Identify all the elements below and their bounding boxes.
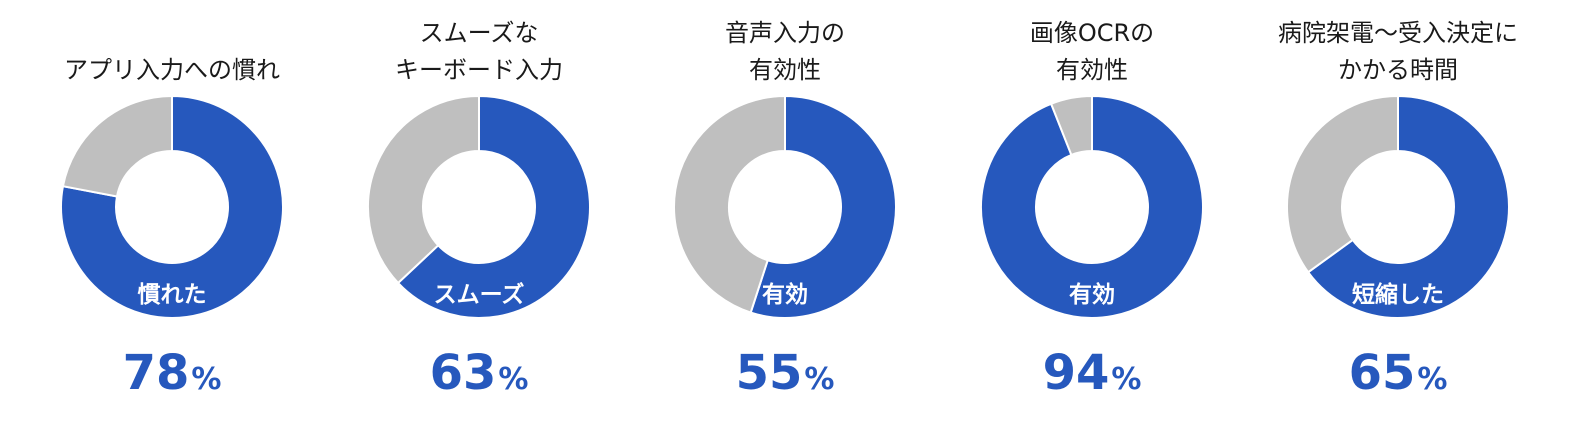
chart-title-line: 病院架電～受入決定に <box>1278 19 1518 47</box>
donut-slice-primary <box>980 94 1205 319</box>
percentage-number: 65 <box>1349 345 1416 401</box>
percentage-unit: % <box>191 362 221 397</box>
percentage-value: 65% <box>1349 345 1448 401</box>
chart-title-line: 音声入力の <box>725 19 845 47</box>
donut-slice-primary <box>396 94 591 319</box>
percentage-unit: % <box>804 362 834 397</box>
donut-slice-remainder <box>367 94 480 285</box>
percentage-unit: % <box>1111 362 1141 397</box>
chart-title-line: 有効性 <box>749 56 821 84</box>
donut-slice-primary <box>60 94 284 319</box>
percentage-unit: % <box>1417 362 1447 397</box>
slice-label: 有効 <box>762 281 808 308</box>
chart-title-line: キーボード入力 <box>395 56 563 84</box>
percentage-value: 94% <box>1043 345 1142 401</box>
percentage-value: 55% <box>736 345 835 401</box>
percentage-number: 55 <box>736 345 803 401</box>
percentage-number: 78 <box>123 345 190 401</box>
slice-label: 短縮した <box>1352 281 1444 308</box>
donut-slice-remainder <box>673 94 786 314</box>
slice-label: スムーズ <box>434 281 525 308</box>
donut-slice-remainder <box>1049 94 1093 157</box>
donut-slice-remainder <box>1286 94 1399 274</box>
percentage-unit: % <box>498 362 528 397</box>
chart-title-line: かかる時間 <box>1338 56 1458 84</box>
donut-slice-primary <box>749 94 897 319</box>
chart-title-line: アプリ入力への慣れ <box>64 56 280 84</box>
percentage-value: 78% <box>123 345 222 401</box>
percentage-number: 63 <box>430 345 497 401</box>
chart-title-line: スムーズな <box>420 19 539 47</box>
percentage-value: 63% <box>430 345 529 401</box>
chart-title-line: 画像OCRの <box>1030 19 1154 47</box>
slice-label: 慣れた <box>137 281 207 308</box>
slice-label: 有効 <box>1069 281 1115 308</box>
donut-slice-remainder <box>61 94 173 198</box>
donut-slice-primary <box>1306 94 1511 319</box>
chart-title-line: 有効性 <box>1056 56 1128 84</box>
percentage-number: 94 <box>1043 345 1110 401</box>
